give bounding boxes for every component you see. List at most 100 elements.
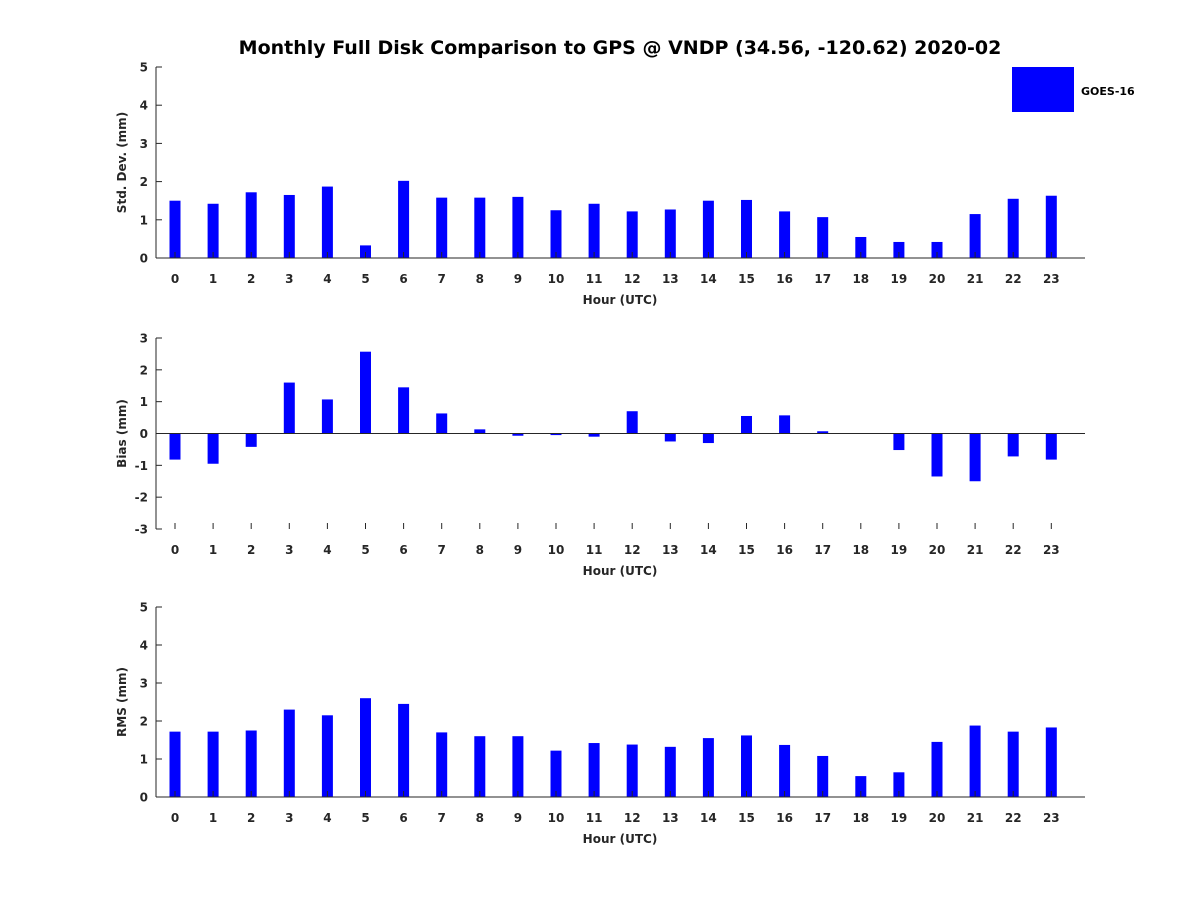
std-dev-bar-hour-7 [436, 197, 448, 258]
rms-bar-hour-7 [436, 732, 448, 797]
bias-x-tick-label: 4 [323, 543, 331, 557]
std-dev-x-tick-label: 11 [586, 272, 603, 286]
legend-swatch [1012, 67, 1074, 112]
bias-x-tick-label: 7 [438, 543, 446, 557]
bias-y-tick-label: -1 [135, 459, 148, 473]
rms-x-tick-label: 19 [891, 811, 908, 825]
std-dev-x-tick-label: 3 [285, 272, 293, 286]
std-dev-bar-hour-9 [512, 196, 524, 258]
rms-x-tick-label: 16 [776, 811, 793, 825]
bias-bar-hour-3 [283, 382, 295, 434]
std-dev-y-tick-label: 1 [140, 213, 148, 227]
rms-y-tick-label: 1 [140, 753, 148, 767]
rms-y-tick-label: 4 [140, 639, 148, 653]
bias-x-tick-label: 20 [929, 543, 946, 557]
rms-y-tick-label: 2 [140, 715, 148, 729]
std-dev-x-tick-label: 19 [891, 272, 908, 286]
rms-x-tick-label: 20 [929, 811, 946, 825]
rms-x-tick-label: 23 [1043, 811, 1060, 825]
rms-x-tick-label: 22 [1005, 811, 1022, 825]
bias-bar-hour-5 [360, 351, 371, 434]
std-dev-x-tick-label: 21 [967, 272, 984, 286]
bias-x-tick-label: 13 [662, 543, 679, 557]
rms-x-tick-label: 15 [738, 811, 755, 825]
bias-x-tick-label: 6 [399, 543, 407, 557]
std-dev-bar-hour-19 [893, 241, 905, 258]
std-dev-bar-hour-14 [702, 200, 714, 258]
bias-x-tick-label: 0 [171, 543, 179, 557]
std-dev-bar-hour-22 [1007, 198, 1019, 258]
std-dev-x-tick-label: 15 [738, 272, 755, 286]
rms-x-tick-label: 3 [285, 811, 293, 825]
std-dev-x-tick-label: 0 [171, 272, 179, 286]
rms-x-tick-label: 8 [476, 811, 484, 825]
std-dev-bar-hour-11 [588, 203, 600, 258]
bias-bar-hour-15 [741, 415, 752, 434]
bias-x-tick-label: 16 [776, 543, 793, 557]
bias-x-tick-label: 19 [891, 543, 908, 557]
rms-x-tick-label: 12 [624, 811, 641, 825]
std-dev-x-tick-label: 1 [209, 272, 217, 286]
std-dev-bar-hour-18 [855, 236, 867, 258]
bias-x-tick-label: 15 [738, 543, 755, 557]
bias-bar-hour-9 [512, 433, 524, 436]
bias-bar-hour-16 [779, 415, 791, 434]
rms-bar-hour-13 [664, 746, 676, 797]
rms-bar-hour-22 [1007, 731, 1019, 797]
std-dev-x-tick-label: 23 [1043, 272, 1060, 286]
rms-x-tick-label: 14 [700, 811, 717, 825]
rms-bar-hour-23 [1045, 727, 1057, 797]
std-dev-x-tick-label: 20 [929, 272, 946, 286]
chart-title: Monthly Full Disk Comparison to GPS @ VN… [239, 37, 1002, 59]
bias-bar-hour-13 [664, 433, 676, 442]
bias-x-tick-label: 9 [514, 543, 522, 557]
bias-bar-hour-11 [588, 433, 600, 437]
bias-x-tick-label: 8 [476, 543, 484, 557]
rms-x-tick-label: 6 [399, 811, 407, 825]
std-dev-y-tick-label: 0 [140, 252, 148, 266]
rms-x-tick-label: 7 [438, 811, 446, 825]
std-dev-y-tick-label: 5 [140, 61, 148, 75]
rms-bar-hour-18 [855, 776, 867, 797]
std-dev-bar-hour-0 [169, 200, 181, 258]
bias-bar-hour-2 [245, 433, 257, 447]
bias-bar-hour-7 [436, 413, 448, 434]
rms-bar-hour-9 [512, 736, 524, 797]
bias-x-tick-label: 23 [1043, 543, 1060, 557]
bias-bar-hour-23 [1045, 433, 1057, 460]
std-dev-x-axis-label: Hour (UTC) [583, 293, 658, 307]
bias-x-tick-label: 10 [548, 543, 565, 557]
bias-x-tick-label: 18 [852, 543, 869, 557]
rms-bar-hour-17 [817, 755, 829, 797]
std-dev-x-tick-label: 14 [700, 272, 717, 286]
std-dev-x-tick-label: 5 [361, 272, 369, 286]
bias-bar-hour-10 [550, 433, 562, 436]
bias-x-tick-label: 22 [1005, 543, 1022, 557]
rms-bar-hour-16 [779, 744, 791, 797]
rms-bar-hour-4 [321, 715, 333, 797]
std-dev-x-tick-label: 7 [438, 272, 446, 286]
rms-y-tick-label: 3 [140, 677, 148, 691]
std-dev-x-tick-label: 10 [548, 272, 565, 286]
std-dev-bar-hour-12 [626, 211, 638, 258]
rms-x-tick-label: 2 [247, 811, 255, 825]
bias-y-tick-label: 2 [140, 363, 148, 377]
bias-x-tick-label: 1 [209, 543, 217, 557]
rms-x-tick-label: 5 [361, 811, 369, 825]
std-dev-bar-hour-8 [474, 197, 486, 258]
std-dev-bar-hour-16 [779, 211, 791, 258]
bias-y-tick-label: -2 [135, 491, 148, 505]
std-dev-x-tick-label: 13 [662, 272, 679, 286]
bias-bar-hour-14 [702, 433, 714, 444]
bias-x-tick-label: 12 [624, 543, 641, 557]
rms-bar-hour-19 [893, 772, 905, 797]
std-dev-bar-hour-17 [817, 217, 829, 258]
std-dev-x-tick-label: 8 [476, 272, 484, 286]
rms-bar-hour-6 [398, 703, 410, 797]
bias-bar-hour-22 [1007, 433, 1019, 457]
std-dev-x-tick-label: 16 [776, 272, 793, 286]
bias-bar-hour-17 [817, 431, 829, 434]
std-dev-x-tick-label: 4 [323, 272, 331, 286]
